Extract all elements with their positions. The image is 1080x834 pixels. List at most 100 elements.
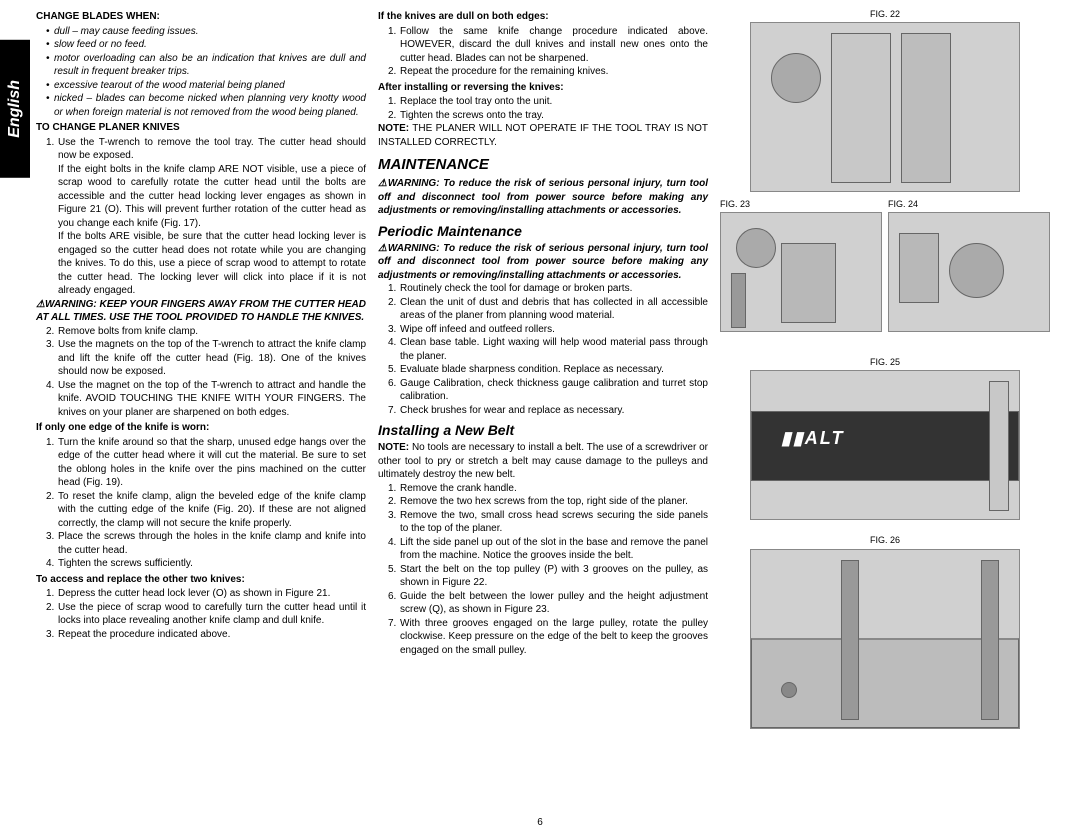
step-text: Gauge Calibration, check thickness gauge…	[400, 378, 708, 403]
list-item: 3.Remove the two, small cross head screw…	[388, 509, 708, 536]
step-text: Start the belt on the top pulley (P) wit…	[400, 564, 708, 589]
step-subtext: If the bolts ARE visible, be sure that t…	[36, 230, 366, 298]
list-item: 1.Follow the same knife change procedure…	[388, 25, 708, 66]
figure-image: Q	[720, 212, 882, 332]
list-item: 3.Repeat the procedure indicated above.	[46, 628, 366, 642]
list-item: 1.Turn the knife around so that the shar…	[46, 436, 366, 490]
list-item: excessive tearout of the wood material b…	[46, 79, 366, 93]
brand-logo: ▮▮ALT	[781, 426, 844, 450]
step-text: Place the screws through the holes in th…	[58, 531, 366, 556]
one-edge-header: If only one edge of the knife is worn:	[36, 421, 366, 435]
list-item: 2.To reset the knife clamp, align the be…	[46, 490, 366, 531]
warning-text: ⚠WARNING: To reduce the risk of serious …	[378, 242, 708, 283]
list-item: 5.Evaluate blade sharpness condition. Re…	[388, 363, 708, 377]
list-item: 4.Use the magnet on the top of the T-wre…	[46, 379, 366, 420]
list-item: 3.Place the screws through the holes in …	[46, 530, 366, 557]
belt-steps: 1.Remove the crank handle. 2.Remove the …	[378, 482, 708, 658]
list-item: 2.Clean the unit of dust and debris that…	[388, 296, 708, 323]
figure-26: FIG. 26 S T	[720, 534, 1050, 728]
change-blades-list: dull – may cause feeding issues. slow fe…	[36, 25, 366, 120]
figure-label: FIG. 22	[720, 8, 1050, 20]
change-blades-header: CHANGE BLADES WHEN:	[36, 10, 366, 24]
step-text: Use the T-wrench to remove the tool tray…	[58, 137, 366, 162]
list-item: 6.Gauge Calibration, check thickness gau…	[388, 377, 708, 404]
step-text: Evaluate blade sharpness condition. Repl…	[400, 364, 664, 375]
step-text: Remove the two, small cross head screws …	[400, 510, 708, 535]
list-item: dull – may cause feeding issues.	[46, 25, 366, 39]
step-text: Tighten the screws sufficiently.	[58, 558, 193, 569]
both-edges-header: If the knives are dull on both edges:	[378, 10, 708, 24]
list-item: 7.Check brushes for wear and replace as …	[388, 404, 708, 418]
note-body: THE PLANER WILL NOT OPERATE IF THE TOOL …	[378, 123, 708, 148]
figure-image: S T	[750, 549, 1020, 729]
periodic-title: Periodic Maintenance	[378, 222, 708, 241]
figure-25: FIG. 25 ▮▮ALT R	[720, 356, 1050, 520]
step-text: Check brushes for wear and replace as ne…	[400, 405, 624, 416]
list-item: 1.Replace the tool tray onto the unit.	[388, 95, 708, 109]
figure-label: FIG. 24	[888, 198, 1050, 210]
list-item: 2.Remove bolts from knife clamp.	[46, 325, 366, 339]
page-number: 6	[537, 817, 543, 828]
list-item: 4.Tighten the screws sufficiently.	[46, 557, 366, 571]
list-item: 1.Depress the cutter head lock lever (O)…	[46, 587, 366, 601]
figure-23: FIG. 23 Q	[720, 198, 882, 332]
to-change-header: TO CHANGE PLANER KNIVES	[36, 121, 366, 135]
figure-image: ▮▮ALT R	[750, 370, 1020, 520]
after-steps: 1.Replace the tool tray onto the unit. 2…	[378, 95, 708, 122]
step-text: Repeat the procedure for the remaining k…	[400, 66, 608, 77]
list-item: 5.Start the belt on the top pulley (P) w…	[388, 563, 708, 590]
figure-image: P	[750, 22, 1020, 192]
step-text: Guide the belt between the lower pulley …	[400, 591, 708, 616]
step-text: To reset the knife clamp, align the beve…	[58, 491, 366, 529]
access-steps: 1.Depress the cutter head lock lever (O)…	[36, 587, 366, 641]
after-header: After installing or reversing the knives…	[378, 81, 708, 95]
list-item: 1.Use the T-wrench to remove the tool tr…	[46, 136, 366, 163]
periodic-steps: 1.Routinely check the tool for damage or…	[378, 282, 708, 417]
column-left: CHANGE BLADES WHEN: dull – may cause fee…	[36, 8, 366, 735]
list-item: 2.Tighten the screws onto the tray.	[388, 109, 708, 123]
warning-text: ⚠WARNING: KEEP YOUR FINGERS AWAY FROM TH…	[36, 298, 366, 325]
to-change-steps: 1.Use the T-wrench to remove the tool tr…	[36, 136, 366, 163]
list-item: 7.With three grooves engaged on the larg…	[388, 617, 708, 658]
column-right: FIG. 22 P FIG. 23 Q FIG. 24	[720, 8, 1050, 735]
step-text: Routinely check the tool for damage or b…	[400, 283, 632, 294]
note-body: No tools are necessary to install a belt…	[378, 442, 708, 480]
step-subtext: If the eight bolts in the knife clamp AR…	[36, 163, 366, 231]
step-text: Tighten the screws onto the tray.	[400, 110, 544, 121]
step-text: Clean the unit of dust and debris that h…	[400, 297, 708, 322]
list-item: 1.Routinely check the tool for damage or…	[388, 282, 708, 296]
list-item: nicked – blades can become nicked when p…	[46, 92, 366, 119]
step-text: Clean base table. Light waxing will help…	[400, 337, 708, 362]
belt-title: Installing a New Belt	[378, 421, 708, 440]
to-change-steps-cont: 2.Remove bolts from knife clamp. 3.Use t…	[36, 325, 366, 420]
figure-image	[888, 212, 1050, 332]
warning-text: ⚠WARNING: To reduce the risk of serious …	[378, 177, 708, 218]
access-header: To access and replace the other two kniv…	[36, 573, 366, 587]
list-item: 4.Clean base table. Light waxing will he…	[388, 336, 708, 363]
list-item: 4.Lift the side panel up out of the slot…	[388, 536, 708, 563]
list-item: 6.Guide the belt between the lower pulle…	[388, 590, 708, 617]
step-text: Wipe off infeed and outfeed rollers.	[400, 324, 555, 335]
figure-label: FIG. 23	[720, 198, 882, 210]
step-text: Use the magnet on the top of the T-wrenc…	[58, 380, 366, 418]
step-text: Use the piece of scrap wood to carefully…	[58, 602, 366, 627]
note-text: NOTE: THE PLANER WILL NOT OPERATE IF THE…	[378, 122, 708, 149]
list-item: 1.Remove the crank handle.	[388, 482, 708, 496]
step-text: With three grooves engaged on the large …	[400, 618, 708, 656]
belt-note: NOTE: No tools are necessary to install …	[378, 441, 708, 482]
step-text: Depress the cutter head lock lever (O) a…	[58, 588, 330, 599]
list-item: slow feed or no feed.	[46, 38, 366, 52]
figure-label: FIG. 25	[720, 356, 1050, 368]
language-tab: English	[0, 40, 30, 178]
figure-22: FIG. 22 P	[720, 8, 1050, 192]
step-text: Remove the crank handle.	[400, 483, 517, 494]
one-edge-steps: 1.Turn the knife around so that the shar…	[36, 436, 366, 571]
step-text: Replace the tool tray onto the unit.	[400, 96, 552, 107]
both-edges-steps: 1.Follow the same knife change procedure…	[378, 25, 708, 79]
step-text: Turn the knife around so that the sharp,…	[58, 437, 366, 489]
step-text: Repeat the procedure indicated above.	[58, 629, 230, 640]
maintenance-title: MAINTENANCE	[378, 155, 708, 175]
list-item: 2.Remove the two hex screws from the top…	[388, 495, 708, 509]
list-item: 3.Use the magnets on the top of the T-wr…	[46, 338, 366, 379]
list-item: 2.Use the piece of scrap wood to careful…	[46, 601, 366, 628]
